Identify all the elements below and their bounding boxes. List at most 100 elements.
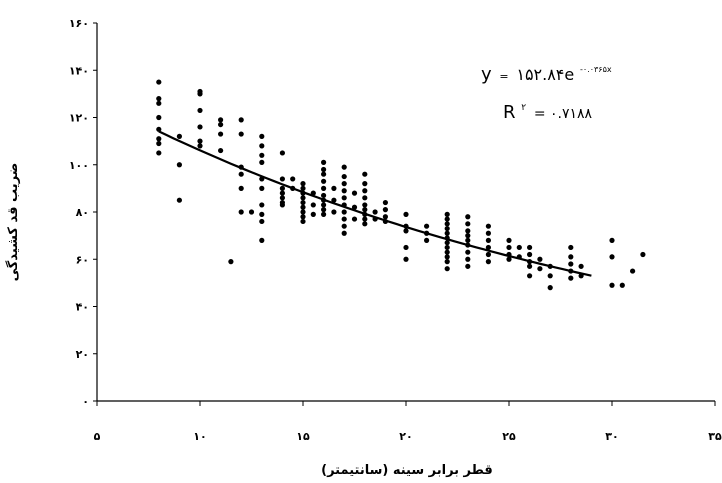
- data-point: [630, 268, 636, 274]
- data-point: [279, 195, 285, 201]
- data-point: [568, 244, 574, 251]
- data-point: [259, 211, 265, 217]
- data-point: [300, 185, 306, 191]
- data-point: [444, 216, 450, 222]
- data-point: [372, 209, 378, 215]
- data-point: [341, 230, 347, 236]
- data-point: [279, 190, 285, 196]
- data-point: [341, 209, 347, 215]
- data-point: [341, 216, 347, 222]
- data-point: [321, 192, 327, 199]
- data-point: [444, 244, 450, 251]
- data-point: [578, 263, 584, 269]
- data-point: [444, 266, 450, 272]
- y-tick-label: ۰: [82, 395, 89, 408]
- y-tick-label: ۱۴۰: [69, 64, 89, 77]
- data-point: [351, 204, 358, 210]
- data-point: [537, 266, 543, 272]
- r2-value: = ۰.۷۱۸۸: [534, 106, 593, 122]
- data-point: [341, 181, 347, 187]
- data-point: [424, 237, 430, 243]
- data-point: [527, 263, 533, 269]
- data-point: [300, 195, 306, 201]
- data-point: [506, 237, 512, 243]
- data-point: [568, 254, 574, 260]
- data-point: [218, 121, 224, 128]
- data-point: [279, 185, 285, 191]
- data-point: [341, 188, 347, 194]
- data-point: [238, 117, 244, 123]
- data-point: [609, 237, 615, 243]
- data-point: [465, 233, 471, 239]
- data-point: [238, 171, 244, 177]
- data-point: [485, 259, 491, 265]
- data-point: [176, 162, 182, 168]
- data-point: [290, 176, 296, 182]
- data-point: [362, 216, 368, 222]
- data-point: [362, 171, 368, 177]
- data-point: [424, 223, 430, 229]
- x-tick-label: ۳۰: [605, 430, 618, 443]
- chart-axes: [93, 22, 716, 406]
- data-point: [609, 254, 615, 260]
- data-point: [362, 195, 368, 201]
- data-point: [444, 254, 450, 260]
- trendline: [158, 130, 592, 277]
- data-point: [300, 199, 306, 206]
- y-axis-title: ضریب قد کشیدگی: [5, 163, 21, 282]
- data-point: [403, 244, 409, 251]
- data-point: [516, 244, 522, 251]
- data-point: [248, 209, 255, 215]
- data-point: [609, 282, 615, 288]
- y-tick-label: ۲۰: [76, 348, 89, 361]
- data-point: [444, 225, 450, 232]
- data-point: [465, 221, 471, 227]
- data-point: [259, 237, 265, 243]
- data-point: [300, 218, 306, 225]
- data-point: [382, 214, 388, 220]
- data-point: [300, 181, 306, 187]
- data-point: [279, 150, 285, 156]
- data-point: [176, 197, 182, 203]
- r2-sup: ۲: [521, 103, 526, 113]
- y-tick-label: ۶۰: [76, 253, 89, 266]
- data-point: [444, 259, 450, 265]
- data-point: [156, 136, 162, 142]
- data-point: [321, 202, 327, 208]
- data-point: [259, 143, 265, 149]
- data-point: [321, 171, 327, 177]
- data-point: [259, 202, 265, 208]
- data-point: [197, 143, 203, 149]
- data-point: [362, 207, 368, 213]
- x-tick-label: ۳۵: [708, 430, 722, 443]
- data-point: [156, 79, 162, 85]
- data-point: [321, 178, 327, 184]
- data-point: [218, 117, 224, 123]
- x-tick-label: ۲۵: [502, 430, 516, 443]
- data-point: [568, 261, 574, 267]
- data-point: [527, 251, 533, 258]
- data-point: [156, 126, 162, 132]
- data-point: [259, 185, 265, 191]
- data-point: [197, 91, 203, 97]
- data-point: [156, 100, 162, 106]
- r-squared: R ۲ = ۰.۷۱۸۸: [503, 94, 593, 123]
- data-point: [218, 131, 224, 137]
- data-point: [259, 133, 265, 139]
- data-point: [321, 211, 327, 217]
- data-point: [547, 273, 553, 279]
- x-tick-label: ۱۰: [193, 430, 206, 443]
- data-point: [485, 251, 491, 258]
- y-tick-label: ۸۰: [76, 206, 89, 219]
- data-point: [197, 138, 203, 144]
- data-point: [568, 275, 574, 281]
- data-point: [321, 185, 327, 191]
- data-point: [321, 207, 327, 213]
- data-point: [485, 223, 491, 229]
- data-point: [444, 249, 450, 255]
- data-point: [444, 230, 450, 236]
- data-point: [382, 199, 388, 206]
- data-point: [403, 256, 409, 262]
- equation-prefix: y: [481, 64, 492, 85]
- data-point: [259, 152, 265, 158]
